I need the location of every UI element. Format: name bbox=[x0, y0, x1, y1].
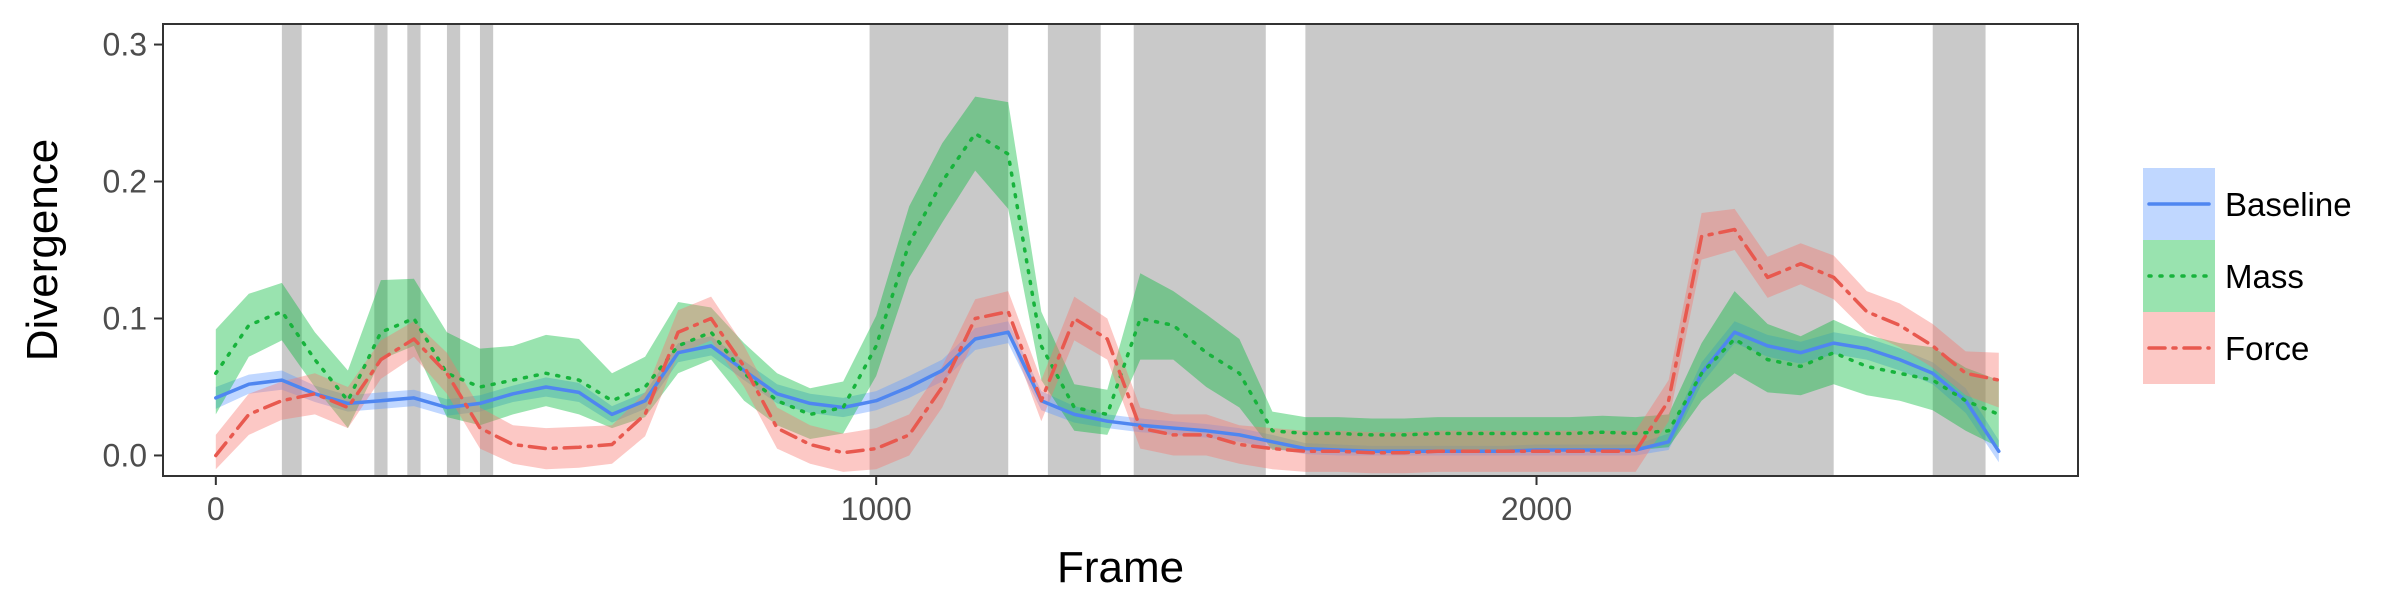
legend: Baseline Mass Force bbox=[2143, 168, 2352, 384]
axes: 0 1000 2000 0.0 0.1 0.2 0.3 bbox=[103, 27, 1573, 527]
plot-panel-border bbox=[162, 23, 2079, 477]
shaded-region-7 bbox=[1133, 24, 1266, 476]
shaded-region-4 bbox=[479, 24, 494, 476]
x-tick-label-0: 0 bbox=[207, 491, 225, 527]
y-tick-label-1: 0.1 bbox=[103, 300, 147, 336]
x-tick-label-2: 2000 bbox=[1501, 491, 1572, 527]
shaded-region-3 bbox=[446, 24, 461, 476]
line-force bbox=[214, 227, 2001, 458]
shaded-region-5 bbox=[869, 24, 1009, 476]
x-axis-title: Frame bbox=[1057, 543, 1184, 592]
shaded-region-0 bbox=[281, 24, 302, 476]
series-lines bbox=[214, 131, 2001, 458]
y-tick-label-2: 0.2 bbox=[103, 164, 147, 200]
shaded-regions bbox=[281, 24, 1986, 476]
shaded-region-2 bbox=[407, 24, 421, 476]
line-mass bbox=[214, 131, 2001, 437]
x-tick-label-1: 1000 bbox=[841, 491, 912, 527]
shaded-region-8 bbox=[1305, 24, 1834, 476]
legend-label-mass: Mass bbox=[2225, 258, 2304, 295]
legend-label-baseline: Baseline bbox=[2225, 186, 2352, 223]
shaded-region-6 bbox=[1047, 24, 1101, 476]
y-tick-label-3: 0.3 bbox=[103, 27, 147, 63]
y-tick-label-0: 0.0 bbox=[103, 437, 147, 473]
band-mass bbox=[215, 96, 1999, 452]
legend-label-force: Force bbox=[2225, 330, 2309, 367]
y-axis-title: Divergence bbox=[18, 139, 67, 362]
shaded-region-9 bbox=[1932, 24, 1986, 476]
